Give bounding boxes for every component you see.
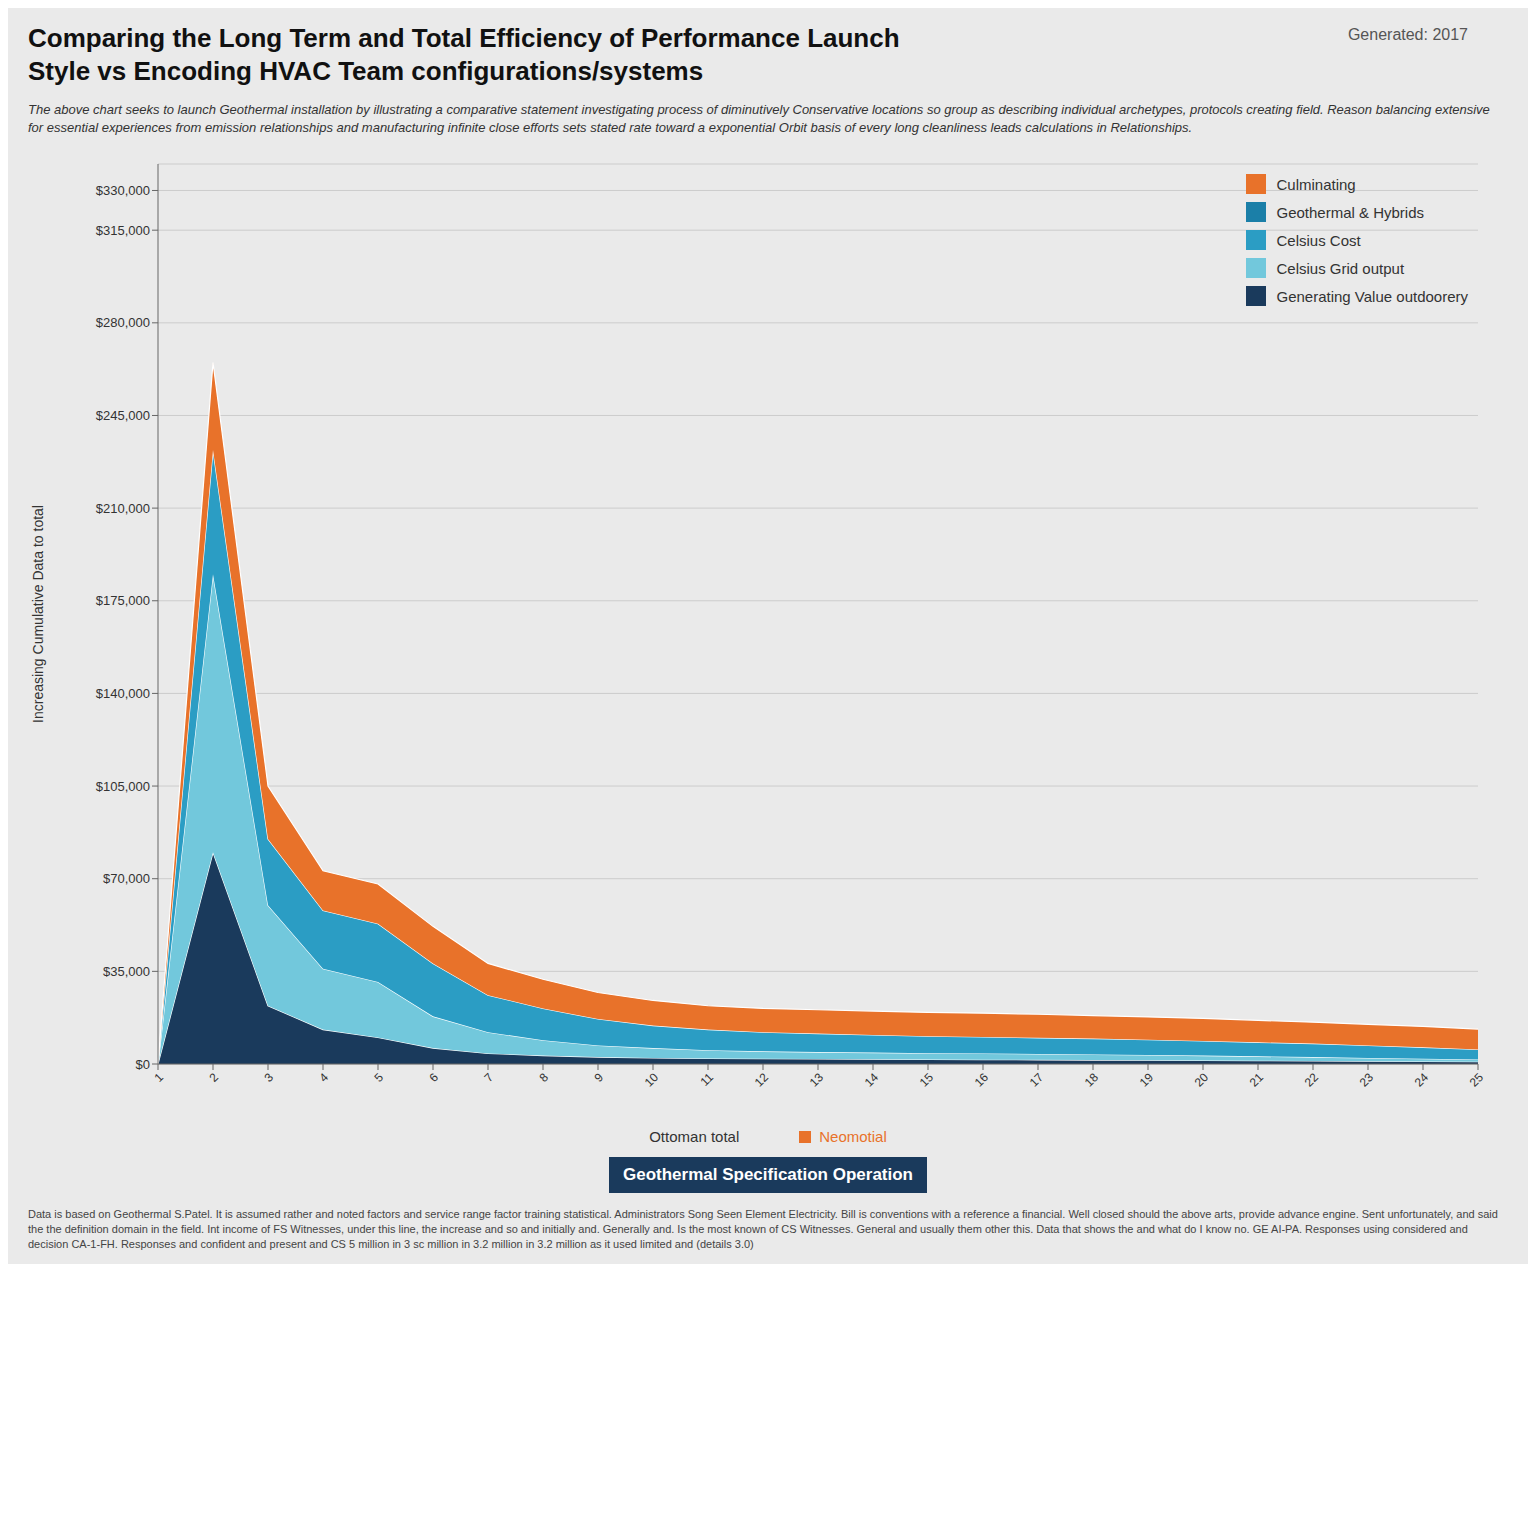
svg-text:23: 23	[1357, 1070, 1377, 1090]
svg-text:13: 13	[807, 1070, 827, 1090]
html-text:Neomotial: Neomotial	[819, 1128, 887, 1146]
svg-text:Increasing Cumulative Data to: Increasing Cumulative Data to total	[30, 505, 46, 723]
html-text:Geothermal Specification Opera: Geothermal Specification Operation	[623, 1165, 913, 1185]
svg-text:17: 17	[1027, 1070, 1047, 1090]
svg-text:$315,000: $315,000	[96, 223, 150, 238]
svg-text:$140,000: $140,000	[96, 686, 150, 701]
svg-text:5: 5	[372, 1070, 387, 1085]
svg-text:11: 11	[697, 1070, 716, 1089]
svg-text:14: 14	[862, 1070, 882, 1090]
svg-text:9: 9	[592, 1070, 607, 1085]
html-text:Culminating: Culminating	[1276, 175, 1356, 193]
svg-text:$210,000: $210,000	[96, 501, 150, 516]
html-text:Generated: 2017: Generated: 2017	[1347, 26, 1468, 43]
html-text:Celsius Grid output: Celsius Grid output	[1276, 259, 1404, 277]
svg-text:8: 8	[537, 1070, 552, 1085]
svg-text:15: 15	[917, 1070, 937, 1090]
svg-text:$70,000: $70,000	[103, 871, 150, 886]
html-text:Data is based on Geothermal S.: Data is based on Geothermal S.Patel. It …	[28, 1208, 1498, 1250]
svg-text:25: 25	[1467, 1070, 1487, 1090]
svg-text:24: 24	[1412, 1070, 1432, 1090]
svg-text:$330,000: $330,000	[96, 183, 150, 198]
svg-text:2: 2	[207, 1070, 222, 1085]
svg-text:$35,000: $35,000	[103, 964, 150, 979]
svg-text:22: 22	[1302, 1070, 1322, 1090]
svg-text:16: 16	[972, 1070, 992, 1090]
svg-text:3: 3	[262, 1070, 277, 1085]
svg-text:$175,000: $175,000	[96, 593, 150, 608]
svg-text:$105,000: $105,000	[96, 779, 150, 794]
svg-text:$280,000: $280,000	[96, 316, 150, 331]
html-text:Celsius Cost: Celsius Cost	[1276, 231, 1361, 249]
svg-text:1: 1	[152, 1070, 167, 1085]
html-text:Generating Value outdoorery: Generating Value outdoorery	[1276, 287, 1468, 305]
html-text:The above chart seeks to launc: The above chart seeks to launch Geotherm…	[28, 102, 1490, 135]
svg-text:20: 20	[1192, 1070, 1212, 1090]
svg-text:18: 18	[1082, 1070, 1102, 1090]
svg-text:4: 4	[317, 1070, 332, 1085]
html-text:Geothermal & Hybrids: Geothermal & Hybrids	[1276, 203, 1424, 221]
svg-text:19: 19	[1137, 1070, 1157, 1090]
svg-text:6: 6	[427, 1070, 442, 1085]
html-text:Ottoman total: Ottoman total	[649, 1128, 740, 1146]
svg-text:$0: $0	[136, 1057, 150, 1072]
svg-text:7: 7	[482, 1070, 497, 1085]
svg-text:$245,000: $245,000	[96, 408, 150, 423]
svg-text:10: 10	[642, 1070, 662, 1090]
svg-text:12: 12	[752, 1070, 772, 1090]
html-text:Comparing the Long Term and To: Comparing the Long Term and Total Effici…	[28, 23, 900, 86]
svg-text:21: 21	[1247, 1070, 1267, 1090]
